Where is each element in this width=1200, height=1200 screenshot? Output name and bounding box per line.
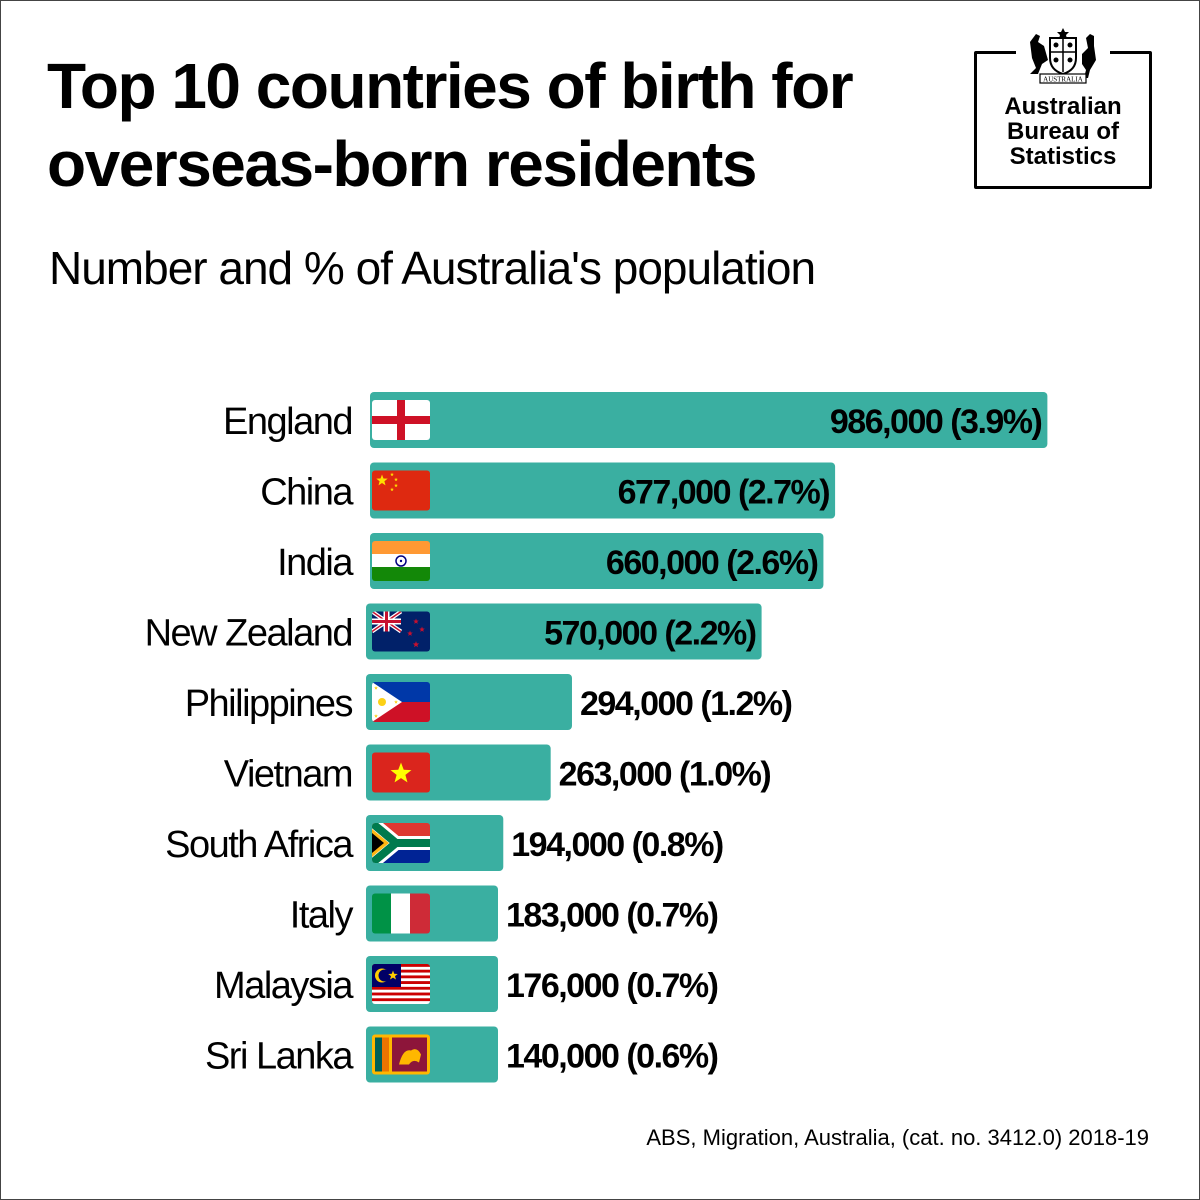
bar-row: Philippines 294,000 (1.2%) — [185, 674, 793, 730]
philippines-flag-icon — [372, 682, 430, 722]
bar-row: India 660,000 (2.6%) — [277, 533, 824, 589]
sri-lanka-flag-icon — [372, 1034, 430, 1075]
crest-scroll-text: AUSTRALIA — [1043, 76, 1083, 84]
logo-name: Australian Bureau of Statistics — [1004, 93, 1122, 170]
category-label: China — [260, 472, 354, 514]
value-label: 140,000 (0.6%) — [506, 1038, 718, 1076]
category-label: South Africa — [165, 824, 354, 866]
value-label: 183,000 (0.7%) — [506, 897, 718, 935]
category-label: Philippines — [185, 683, 353, 725]
value-label: 263,000 (1.0%) — [559, 756, 771, 794]
bar — [370, 462, 836, 519]
bar-chart: England 986,000 (3.9%) China 677,000 (2.7%)… — [145, 392, 1048, 1083]
abs-logo: AUSTRALIA Australian Bureau of Statistic… — [974, 28, 1152, 189]
chart-title: Top 10 countries of birth for overseas-b… — [47, 50, 854, 200]
bar-row: New Zealand 570,000 (2.2%) — [145, 603, 762, 660]
value-label: 677,000 (2.7%) — [618, 474, 830, 512]
value-label: 570,000 (2.2%) — [544, 615, 756, 653]
italy-flag-icon — [372, 893, 430, 934]
new-zealand-flag-icon — [372, 611, 430, 652]
bar-row: Sri Lanka 140,000 (0.6%) — [205, 1026, 719, 1083]
chart-subtitle: Number and % of Australia's population — [49, 242, 816, 294]
value-label: 294,000 (1.2%) — [580, 685, 792, 723]
value-label: 176,000 (0.7%) — [506, 967, 718, 1005]
england-flag-icon — [372, 400, 430, 440]
coat-of-arms-icon: AUSTRALIA — [1016, 28, 1110, 89]
source-note: ABS, Migration, Australia, (cat. no. 341… — [646, 1125, 1149, 1150]
value-label: 986,000 (3.9%) — [830, 403, 1042, 441]
category-label: Sri Lanka — [205, 1036, 354, 1078]
india-flag-icon — [372, 541, 430, 581]
bar-row: Malaysia 176,000 (0.7%) — [214, 956, 719, 1012]
bar-row: Vietnam 263,000 (1.0%) — [224, 744, 772, 801]
bar — [370, 533, 824, 589]
bar-row: China 677,000 (2.7%) — [260, 462, 836, 519]
category-label: Vietnam — [224, 754, 352, 796]
malaysia-flag-icon — [372, 964, 430, 1004]
bar — [370, 392, 1048, 448]
china-flag-icon — [372, 470, 430, 511]
category-label: Italy — [290, 895, 354, 937]
value-label: 194,000 (0.8%) — [511, 826, 723, 864]
south-africa-flag-icon — [372, 823, 430, 863]
value-label: 660,000 (2.6%) — [606, 544, 818, 582]
bar-row: South Africa 194,000 (0.8%) — [165, 815, 724, 871]
category-label: New Zealand — [145, 613, 352, 655]
bar-row: Italy 183,000 (0.7%) — [290, 885, 719, 942]
bar-row: England 986,000 (3.9%) — [223, 392, 1048, 448]
category-label: India — [277, 542, 354, 584]
category-label: Malaysia — [214, 965, 354, 1007]
bar — [366, 603, 762, 660]
vietnam-flag-icon — [372, 752, 430, 793]
category-label: England — [223, 401, 352, 443]
